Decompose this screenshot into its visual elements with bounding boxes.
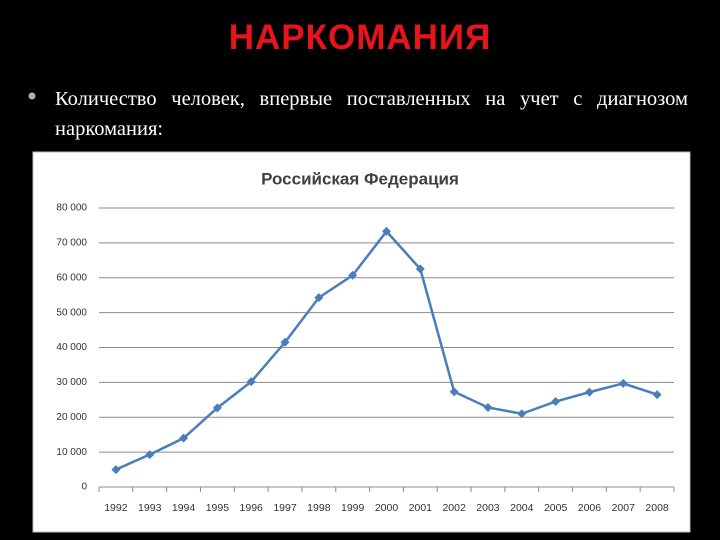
x-tick-label: 1996 <box>240 502 264 514</box>
data-point <box>449 387 459 397</box>
x-tick-label: 2007 <box>612 502 636 514</box>
x-tick-label: 2001 <box>409 502 433 514</box>
data-point <box>246 377 256 387</box>
bullet-text: Количество человек, впервые поставленных… <box>55 88 688 140</box>
x-tick-label: 1994 <box>172 502 196 514</box>
data-point <box>584 387 594 397</box>
bullet-dot <box>28 92 36 100</box>
x-tick-label: 1998 <box>307 502 331 514</box>
data-point <box>415 264 425 274</box>
chart-title: Российская Федерация <box>261 169 459 188</box>
y-tick-label: 70 000 <box>56 238 87 249</box>
slide-title: НАРКОМАНИЯ <box>228 18 492 57</box>
x-tick-label: 2005 <box>544 502 568 514</box>
y-tick-label: 0 <box>81 482 87 493</box>
x-tick-label: 1997 <box>273 502 297 514</box>
data-point <box>551 397 561 407</box>
y-tick-label: 20 000 <box>56 412 87 423</box>
data-point <box>212 403 222 413</box>
data-point <box>111 465 121 475</box>
data-point <box>618 378 628 388</box>
x-tick-label: 1993 <box>138 502 162 514</box>
data-point <box>517 409 527 419</box>
x-tick-label: 1992 <box>104 502 128 514</box>
y-tick-label: 10 000 <box>56 447 87 458</box>
x-tick-label: 2000 <box>375 502 399 514</box>
chart-area <box>32 151 691 533</box>
data-point <box>483 402 493 412</box>
data-point <box>652 390 662 400</box>
data-point <box>348 270 358 280</box>
x-tick-label: 2002 <box>442 502 466 514</box>
data-point <box>179 433 189 443</box>
bullet-marker <box>28 92 36 100</box>
x-tick-label: 2003 <box>476 502 500 514</box>
x-tick-label: 2006 <box>578 502 602 514</box>
y-tick-label: 50 000 <box>56 307 87 318</box>
y-tick-label: 30 000 <box>56 377 87 388</box>
x-tick-label: 1999 <box>341 502 365 514</box>
data-point <box>314 293 324 303</box>
x-tick-label: 2008 <box>645 502 669 514</box>
y-tick-label: 80 000 <box>56 203 87 214</box>
x-tick-label: 2004 <box>510 502 534 514</box>
data-point <box>145 450 155 460</box>
data-point <box>382 226 391 236</box>
x-tick-label: 1995 <box>206 502 230 514</box>
y-tick-label: 60 000 <box>56 272 87 283</box>
y-tick-label: 40 000 <box>56 342 87 353</box>
data-point <box>280 337 290 347</box>
